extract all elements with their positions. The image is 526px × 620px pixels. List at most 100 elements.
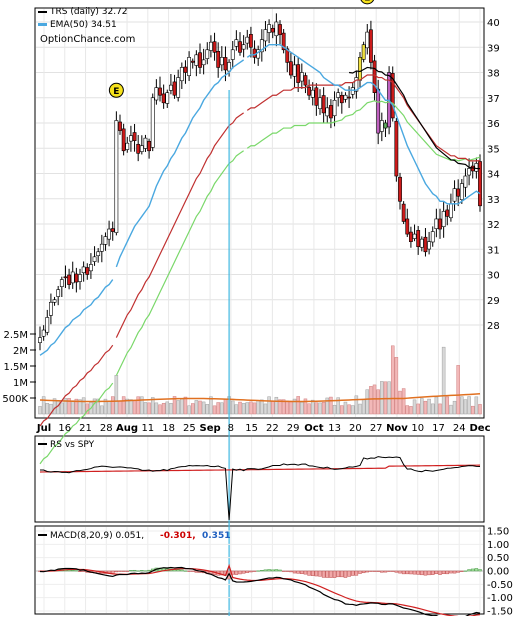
volume-bar: [103, 398, 108, 415]
candle-body: [110, 228, 115, 232]
macd-histogram-bar: [467, 569, 471, 572]
macd-histogram-bar: [456, 570, 460, 573]
candle-body: [45, 317, 50, 333]
candle-body: [223, 57, 228, 71]
candle-body: [183, 66, 188, 73]
ema-mid-line: [39, 344, 114, 427]
volume-bar: [38, 406, 42, 415]
x-tick-label: 15: [245, 423, 258, 434]
candle-body: [343, 94, 348, 100]
candle-body: [430, 231, 435, 243]
candle-body: [74, 273, 79, 283]
macd-histogram-bar: [438, 570, 442, 575]
macd-histogram-bar: [474, 568, 479, 572]
price-tick-label: 30: [487, 271, 500, 282]
ema-fast-line: [115, 59, 245, 268]
macd-histogram-bar: [118, 570, 122, 572]
volume-bar: [285, 400, 290, 415]
candle-body: [125, 142, 130, 150]
macd-histogram-bar: [187, 570, 191, 572]
rs-line: [39, 456, 481, 521]
volume-bar: [463, 399, 468, 415]
price-tick-label: 29: [487, 296, 500, 307]
volume-bar: [289, 400, 293, 415]
macd-histogram-bar: [190, 570, 195, 572]
macd-histogram-bar: [227, 570, 231, 580]
candle-body: [310, 89, 315, 98]
macd-histogram-bar: [307, 570, 311, 576]
macd-histogram-bar: [380, 570, 384, 573]
candle-body: [132, 132, 137, 141]
volume-bar: [441, 346, 446, 415]
candle-body: [347, 96, 351, 99]
volume-bar: [92, 398, 97, 415]
candle-body: [150, 97, 155, 148]
volume-bar: [412, 399, 417, 415]
volume-bar: [281, 399, 286, 415]
volume-bar: [223, 399, 228, 415]
volume-bar: [470, 405, 475, 415]
candle-body: [70, 271, 75, 284]
volume-bar: [394, 357, 399, 415]
candle-body: [230, 49, 235, 60]
volume-bar: [452, 400, 457, 415]
volume-bar: [340, 405, 344, 415]
candle-body: [136, 143, 141, 154]
relative-strength-panel: [39, 456, 481, 521]
volume-bar: [329, 396, 333, 415]
macd-histogram-bar: [114, 570, 119, 573]
macd-histogram-bar: [238, 570, 242, 575]
macd-tick-label: -0.50: [487, 580, 513, 591]
volume-bar: [249, 401, 253, 415]
volume-bar: [245, 402, 250, 415]
candle-body: [198, 52, 202, 68]
volume-bar: [216, 402, 220, 415]
x-tick-label: 13: [328, 423, 341, 434]
candle-body: [285, 48, 290, 63]
volume-bar: [336, 397, 340, 415]
macd-histogram-bar: [281, 570, 286, 572]
volume-bar: [445, 396, 450, 415]
volume-bar: [187, 405, 191, 415]
candle-body: [103, 236, 108, 245]
candle-body: [219, 57, 224, 66]
candle-body: [299, 72, 304, 82]
macd-histogram-bar: [125, 570, 130, 572]
candle-body: [376, 88, 381, 134]
macd-histogram-bar: [361, 570, 366, 574]
price-tick-label: 34: [487, 170, 500, 181]
candle-body: [59, 279, 64, 287]
macd-histogram-bar: [470, 568, 475, 572]
candle-body: [390, 73, 395, 119]
candle-body: [259, 39, 264, 53]
x-tick-label: 10: [411, 423, 424, 434]
macd-histogram-bar: [332, 570, 337, 578]
volume-bar: [143, 402, 148, 415]
volume-bar: [45, 403, 50, 415]
macd-histogram-bar: [387, 570, 391, 572]
volume-tick-label: 500K: [2, 394, 28, 405]
candle-body: [129, 135, 133, 142]
x-tick-label: 25: [183, 423, 196, 434]
macd-histogram-bar: [121, 570, 126, 572]
candle-body: [278, 24, 282, 35]
ema-slow-line: [39, 382, 114, 465]
candle-body: [478, 161, 482, 207]
candle-body: [452, 188, 457, 202]
macd-histogram-bar: [369, 570, 373, 572]
macd-histogram-bar: [285, 570, 290, 572]
volume-bar: [376, 389, 380, 415]
macd-histogram-bar: [245, 570, 250, 573]
macd-signal-value: -0.301,: [160, 531, 196, 541]
volume-bar: [303, 398, 308, 415]
earnings-badge-label: E: [364, 0, 370, 3]
volume-bar: [74, 398, 79, 415]
price-tick-label: 40: [487, 18, 500, 29]
volume-bar: [310, 399, 315, 415]
volume-bar: [60, 402, 64, 415]
macd-histogram-bar: [358, 570, 362, 574]
x-tick-label: 28: [100, 423, 113, 434]
volume-bar: [416, 403, 420, 415]
candle-body: [118, 121, 122, 131]
candle-body: [245, 36, 250, 44]
